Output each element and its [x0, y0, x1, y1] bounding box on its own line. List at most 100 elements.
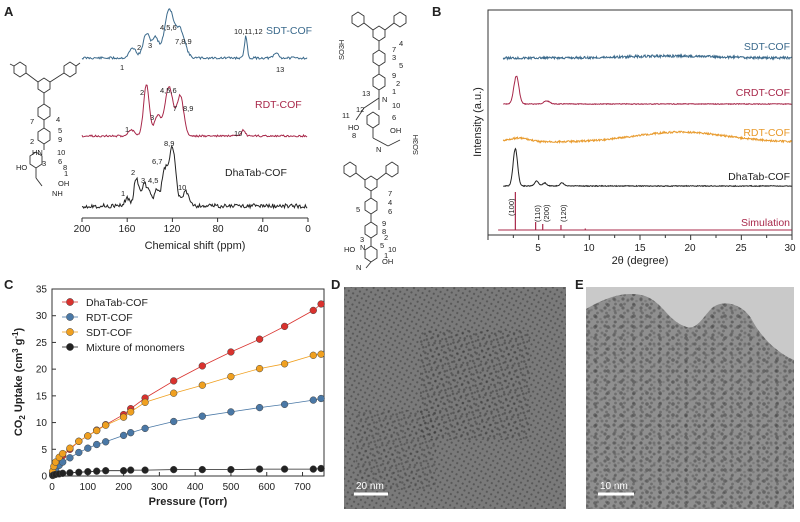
sdt-peak-labels: 1 2 3 4,5,6 7,8,9 10,11,12 13: [120, 23, 284, 74]
isotherm-point: [84, 432, 92, 440]
atom-label: 2: [30, 137, 34, 146]
atom-label: 7: [30, 117, 34, 126]
atom-label: 1: [384, 251, 388, 260]
isotherm-y-tick-label: 15: [36, 391, 48, 402]
xrd-line-rdt: [502, 130, 792, 145]
miller-110: (110): [533, 205, 542, 222]
nmr-tick-0: 0: [305, 224, 311, 235]
structure-bottom: 7 4 5 6 9 8 3 N 2 HO 5 10 1 OH N: [343, 161, 399, 272]
isotherm-x-tick-label: 0: [49, 482, 55, 493]
atom-label: 6: [388, 207, 392, 216]
miller-100: (100): [507, 198, 516, 216]
xrd-patterns: [498, 53, 792, 231]
isotherm-point: [127, 429, 135, 437]
xrd-tick-10: 10: [583, 243, 595, 254]
isotherm-point: [170, 389, 178, 397]
isotherm-point: [127, 408, 135, 416]
isotherm-point: [309, 306, 317, 315]
xrd-x-ticks: [487, 235, 793, 240]
isotherm-point: [119, 467, 128, 475]
atom-label: 9: [58, 135, 62, 144]
peak-label: 4,5,6: [160, 23, 177, 32]
isotherm-sdt-cof: [49, 350, 325, 475]
structure-right: 7 3 4 5 9 2 1 N 10 13 SO3H 11 12 HO 6 8 …: [337, 11, 420, 155]
isotherm-point: [170, 465, 178, 474]
xrd-series-rdt: RDT-COF: [743, 127, 790, 139]
isotherm-mixture-of-monomers: [49, 464, 325, 480]
panel-c: C 0 100 200 300 400 500 600 700 0 5 10 15 20 25 30 35 P…: [4, 277, 325, 508]
isotherm-point: [75, 468, 83, 476]
peak-label: 6,7: [152, 157, 162, 166]
atom-label: 3: [42, 159, 46, 168]
atom-label: 4: [399, 39, 403, 48]
atom-label: N: [356, 263, 361, 272]
nmr-line-rdt: [81, 84, 308, 138]
xrd-line-simulation: [498, 192, 792, 231]
peak-label: 13: [276, 65, 284, 74]
xrd-tick-30: 30: [784, 243, 796, 254]
panel-a-label: A: [4, 4, 14, 19]
nmr-series-dhatab: DhaTab-COF: [225, 167, 287, 179]
scale-label-d: 20 nm: [356, 481, 384, 492]
isotherm-x-label: Pressure (Torr): [149, 496, 228, 508]
atom-label: HO: [16, 163, 27, 172]
nmr-tick-120: 120: [164, 224, 181, 235]
nmr-line-sdt: [81, 8, 308, 61]
nmr-x-label: Chemical shift (ppm): [145, 240, 246, 252]
peak-label: 3: [150, 113, 154, 122]
isotherm-point: [227, 348, 235, 356]
isotherm-point: [84, 444, 92, 452]
atom-label: OH: [390, 126, 401, 135]
isotherm-series: [49, 300, 325, 480]
isotherm-x-tick-label: 400: [187, 482, 204, 493]
isotherm-point: [309, 396, 317, 404]
isotherm-y-tick-label: 20: [36, 365, 48, 376]
nmr-tick-200: 200: [74, 224, 91, 235]
panel-c-label: C: [4, 277, 14, 292]
miller-120: (120): [559, 204, 568, 222]
nmr-spectra: [81, 8, 308, 210]
isotherm-point: [127, 466, 135, 474]
isotherm-x-tick-label: 500: [223, 482, 240, 493]
atom-label: SO3H: [411, 135, 420, 155]
isotherm-tick-labels: 0 100 200 300 400 500 600 700 0 5 10 15 20 25 30 35: [36, 285, 311, 494]
isotherm-point: [317, 300, 325, 308]
isotherm-point: [280, 400, 289, 409]
atom-label: 5: [399, 61, 403, 70]
isotherm-point: [227, 465, 235, 474]
panel-b-label: B: [432, 4, 441, 19]
atom-label: 3: [392, 53, 396, 62]
isotherm-point: [280, 360, 289, 368]
peak-label: 3: [141, 176, 145, 185]
isotherm-point: [170, 417, 178, 426]
atom-label: 10: [392, 101, 400, 110]
isotherm-x-tick-label: 100: [79, 482, 96, 493]
xrd-y-label: Intensity (a.u.): [472, 87, 484, 157]
isotherm-point: [255, 465, 264, 473]
xrd-series-simulation: Simulation: [741, 217, 790, 229]
miller-200: (200): [542, 204, 551, 222]
structure-left: 4 7 5 9 2 HN 10 6 8 1 HO OH 3 NH: [9, 61, 81, 198]
xrd-tick-20: 20: [684, 243, 696, 254]
isotherm-point: [255, 335, 264, 343]
peak-label: 8,9: [164, 139, 174, 148]
isotherm-point: [75, 437, 83, 445]
nmr-line-dhatab: [81, 145, 308, 210]
atom-label: 9: [392, 71, 396, 80]
isotherm-y-tick-label: 25: [36, 338, 48, 349]
panel-e-label: E: [575, 277, 584, 292]
atom-label: 10: [57, 148, 65, 157]
atom-label: 7: [388, 189, 392, 198]
peak-label: 1: [120, 63, 124, 72]
nmr-tick-40: 40: [257, 224, 269, 235]
atom-label: 7: [392, 45, 396, 54]
rdt-peak-labels: 1 2 3 4,5,6 7 8,9 10: [125, 86, 242, 138]
isotherm-point: [102, 421, 110, 429]
isotherm-point: [227, 372, 235, 381]
peak-label: 2: [140, 88, 144, 97]
atom-label: 1: [392, 87, 396, 96]
tem-texture-e2: [586, 293, 794, 509]
atom-label: NH: [52, 189, 63, 198]
peak-label: 10: [178, 183, 186, 192]
